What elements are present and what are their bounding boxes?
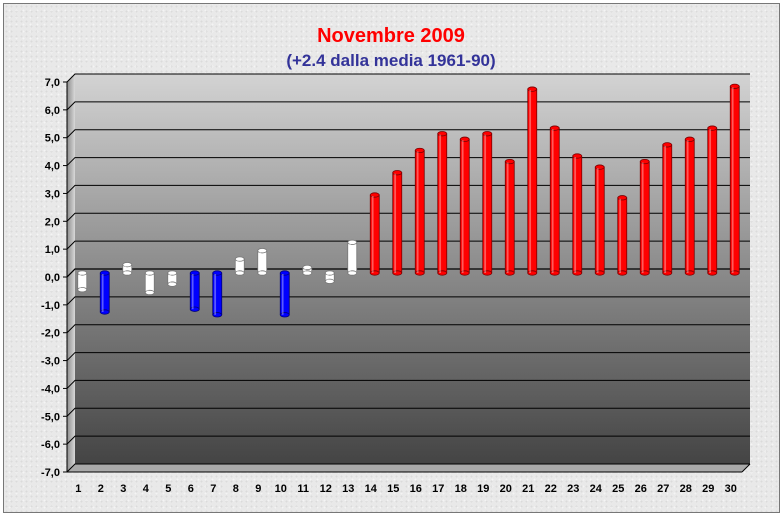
bar: [707, 125, 718, 276]
x-tick-label: 18: [455, 483, 467, 495]
x-tick-label: 27: [657, 483, 669, 495]
bar: [302, 264, 313, 276]
x-tick-label: 8: [233, 483, 239, 495]
x-tick-label: 14: [365, 483, 378, 495]
chart-subtitle: (+2.4 dalla media 1961-90): [286, 51, 495, 70]
axes: [66, 82, 751, 473]
x-tick-label: 29: [702, 483, 714, 495]
bar: [684, 136, 695, 276]
x-tick-label: 30: [725, 483, 737, 495]
y-tick-label: 2,0: [45, 216, 60, 228]
y-tick-labels: 7,0 6,0 5,0 4,0 3,0 2,0 1,0 0,0 -1,0 -2,0 -3,0 -4,0…: [41, 77, 60, 479]
bar: [594, 164, 605, 276]
x-tick-label: 4: [143, 483, 150, 495]
x-tick-label: 21: [522, 483, 534, 495]
x-tick-label: 25: [612, 483, 624, 495]
bar: [122, 262, 133, 276]
gridline: [66, 463, 750, 473]
y-tick-label: 0,0: [45, 272, 60, 284]
x-tick-label: 9: [255, 483, 261, 495]
x-tick-label: 19: [477, 483, 489, 495]
y-tick-label: 4,0: [45, 161, 60, 173]
bar: [414, 147, 425, 276]
gridline: [66, 352, 750, 361]
x-tick-label: 15: [387, 483, 399, 495]
y-tick-label: -6,0: [41, 439, 60, 451]
x-tick-label: 5: [165, 483, 171, 495]
bar: [234, 256, 245, 276]
x-tick-label: 12: [320, 483, 332, 495]
bar: [459, 136, 470, 276]
bar: [662, 142, 673, 276]
gridline: [66, 101, 750, 111]
zero-line: [66, 268, 750, 278]
x-tick-label: 16: [410, 483, 422, 495]
y-tick-label: -7,0: [41, 467, 60, 479]
gridline: [66, 324, 750, 334]
y-tick-label: 7,0: [45, 77, 60, 89]
bars: [77, 83, 740, 318]
gridline: [66, 129, 750, 139]
bar: [77, 270, 88, 293]
y-tick-label: -5,0: [41, 411, 60, 423]
bar: [347, 239, 358, 276]
gridline: [66, 73, 750, 83]
bar: [167, 270, 178, 287]
bar: [527, 86, 538, 276]
x-tick-label: 3: [120, 483, 126, 495]
bar: [639, 158, 650, 276]
bar: [257, 248, 268, 276]
bar: [729, 83, 740, 276]
x-tick-label: 24: [590, 483, 603, 495]
x-tick-label: 17: [432, 483, 444, 495]
gridline: [66, 240, 750, 250]
bar: [549, 125, 560, 276]
x-tick-label: 23: [567, 483, 579, 495]
x-tick-label: 13: [342, 483, 354, 495]
bar: [392, 170, 403, 276]
x-tick-labels: 1 2 3 4 5 6 7 8 9 10 11 12 13 14 15 16 17 18 19 20 21 22 23 24 2…: [75, 483, 737, 495]
gridline: [66, 157, 750, 166]
gridline: [66, 296, 750, 306]
bar: [504, 158, 515, 276]
bar: [572, 153, 583, 276]
x-tick-label: 26: [635, 483, 647, 495]
bar: [99, 270, 110, 315]
gridline: [66, 184, 750, 194]
gridline: [66, 407, 750, 417]
y-tick-label: 3,0: [45, 188, 60, 200]
y-tick-label: -1,0: [41, 300, 60, 312]
bar: [279, 270, 290, 318]
gridline: [66, 435, 750, 445]
bar: [189, 270, 200, 312]
bar: [212, 270, 223, 318]
gridline: [66, 379, 750, 389]
bar: [437, 131, 448, 276]
y-tick-label: -2,0: [41, 328, 60, 340]
gridlines: [63, 73, 750, 473]
chart-title: Novembre 2009: [317, 25, 465, 47]
x-tick-label: 7: [210, 483, 216, 495]
x-tick-label: 10: [275, 483, 287, 495]
bar: [324, 270, 335, 284]
bar: [482, 131, 493, 276]
y-tick-label: 6,0: [45, 105, 60, 117]
bar: [144, 270, 155, 296]
y-tick-label: -3,0: [41, 356, 60, 368]
bar: [369, 192, 380, 276]
x-tick-label: 11: [297, 483, 309, 495]
x-tick-label: 20: [500, 483, 512, 495]
x-tick-label: 6: [188, 483, 194, 495]
x-tick-label: 2: [98, 483, 104, 495]
floor-edge: [741, 463, 751, 473]
x-tick-label: 22: [545, 483, 557, 495]
y-tick-label: 5,0: [45, 133, 60, 145]
y-tick-label: 1,0: [45, 244, 60, 256]
gridline: [66, 212, 750, 222]
y-tick-label: -4,0: [41, 383, 60, 395]
bar: [617, 195, 628, 276]
x-tick-label: 28: [680, 483, 692, 495]
x-tick-label: 1: [75, 483, 81, 495]
